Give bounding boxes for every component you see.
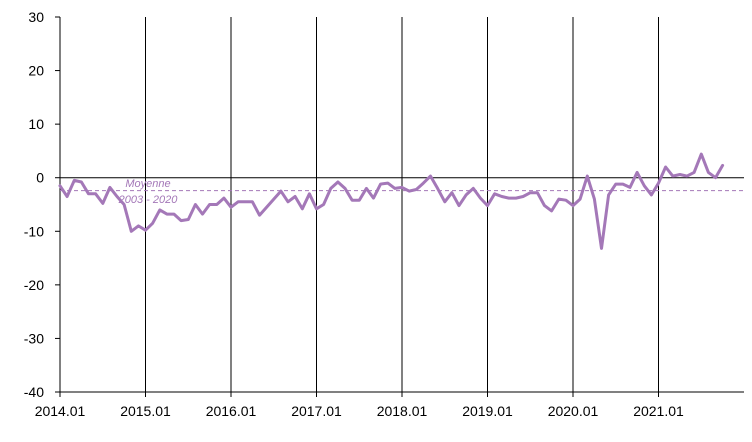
y-axis-ticks: 30 20 10 0 -10 -20 -30 -40 — [24, 9, 60, 400]
y-tick-label: -40 — [24, 384, 44, 400]
x-tick-label: 2021.01 — [633, 403, 684, 419]
y-tick-label: 30 — [28, 9, 44, 25]
y-tick-label: -10 — [24, 223, 44, 239]
x-tick-label: 2018.01 — [377, 403, 428, 419]
x-tick-label: 2016.01 — [206, 403, 257, 419]
y-tick-label: 0 — [36, 170, 44, 186]
y-tick-label: 20 — [28, 63, 44, 79]
y-tick-label: -20 — [24, 277, 44, 293]
x-tick-label: 2015.01 — [120, 403, 171, 419]
vertical-gridlines — [145, 17, 659, 392]
annotation-line-1: Moyenne — [125, 178, 170, 190]
x-tick-label: 2020.01 — [548, 403, 599, 419]
data-series — [58, 152, 725, 250]
x-tick-label: 2017.01 — [291, 403, 342, 419]
x-tick-label: 2019.01 — [462, 403, 513, 419]
annotation-line-2: 2003 - 2020 — [118, 194, 179, 206]
y-tick-label: -30 — [24, 330, 44, 346]
average-annotation: Moyenne 2003 - 2020 — [118, 178, 179, 206]
x-axis-ticks: 2014.01 2015.01 2016.01 2017.01 2018.01 2019.… — [35, 392, 684, 419]
y-tick-label: 10 — [28, 116, 44, 132]
x-tick-label: 2014.01 — [35, 403, 86, 419]
series-line — [58, 152, 725, 250]
